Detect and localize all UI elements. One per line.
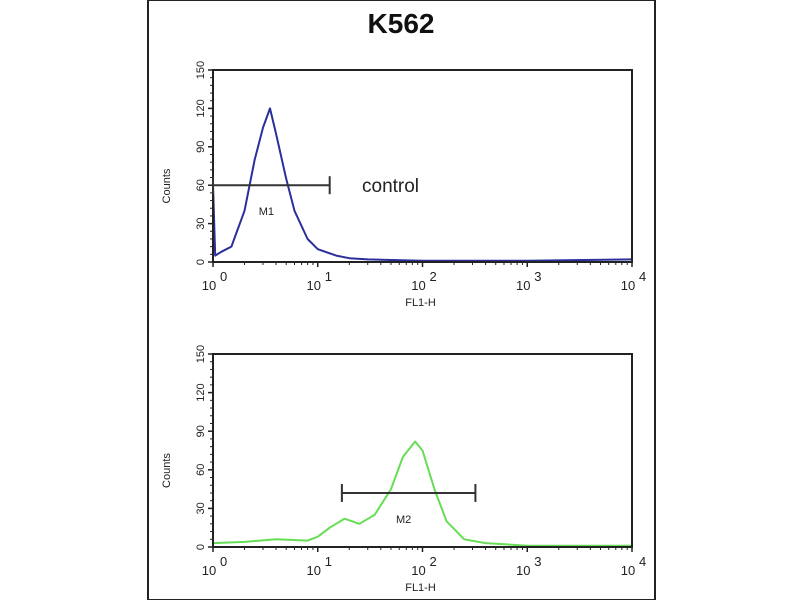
- y-tick-label: 150: [195, 61, 207, 79]
- x-tick-exponent: 2: [430, 554, 437, 569]
- x-tick-label: 10: [516, 563, 530, 578]
- x-tick-exponent: 0: [220, 554, 227, 569]
- annotation-label: control: [362, 176, 419, 197]
- x-tick-exponent: 2: [430, 269, 437, 284]
- x-tick-label: 10: [411, 563, 425, 578]
- x-tick-label: 10: [202, 278, 216, 293]
- histogram-line: [212, 440, 632, 547]
- gate-label: M1: [259, 206, 274, 218]
- x-tick-label: 10: [516, 278, 530, 293]
- x-axis-label: FL1-H: [405, 582, 436, 594]
- y-tick-label: 30: [195, 217, 207, 229]
- chart-title: K562: [368, 8, 435, 39]
- x-tick-label: 10: [621, 278, 635, 293]
- y-tick-label: 120: [195, 383, 207, 401]
- x-tick-label: 10: [411, 278, 425, 293]
- y-tick-label: 60: [195, 179, 207, 191]
- y-tick-label: 90: [195, 425, 207, 437]
- y-tick-label: 30: [195, 502, 207, 514]
- x-tick-label: 10: [307, 563, 321, 578]
- x-tick-exponent: 4: [639, 269, 646, 284]
- x-tick-label: 10: [202, 563, 216, 578]
- histogram-line: [212, 107, 633, 262]
- y-axis-label: Counts: [161, 168, 173, 203]
- y-tick-label: 120: [195, 99, 207, 117]
- x-tick-exponent: 0: [220, 269, 227, 284]
- histogram-control: 10 0 10 1 10 2 10 3 10 4 0 30 60 90 120 150 FL1-H Counts M…: [161, 61, 646, 309]
- y-tick-label: 150: [195, 345, 207, 363]
- y-tick-label: 90: [195, 141, 207, 153]
- x-tick-label: 10: [621, 563, 635, 578]
- y-tick-label: 60: [195, 464, 207, 476]
- x-tick-label: 10: [307, 278, 321, 293]
- x-tick-exponent: 1: [325, 554, 332, 569]
- y-tick-label: 0: [195, 259, 207, 265]
- x-axis-label: FL1-H: [405, 297, 436, 309]
- x-tick-exponent: 3: [534, 269, 541, 284]
- y-tick-label: 0: [195, 544, 207, 550]
- histogram-sample: 10 0 10 1 10 2 10 3 10 4 0 30 60 90 120 150 FL1-H Counts M…: [161, 345, 646, 594]
- x-tick-exponent: 4: [639, 554, 646, 569]
- gate-label: M2: [396, 514, 411, 526]
- x-tick-exponent: 1: [325, 269, 332, 284]
- y-axis-label: Counts: [161, 453, 173, 488]
- x-tick-exponent: 3: [534, 554, 541, 569]
- figure-frame: [147, 0, 656, 600]
